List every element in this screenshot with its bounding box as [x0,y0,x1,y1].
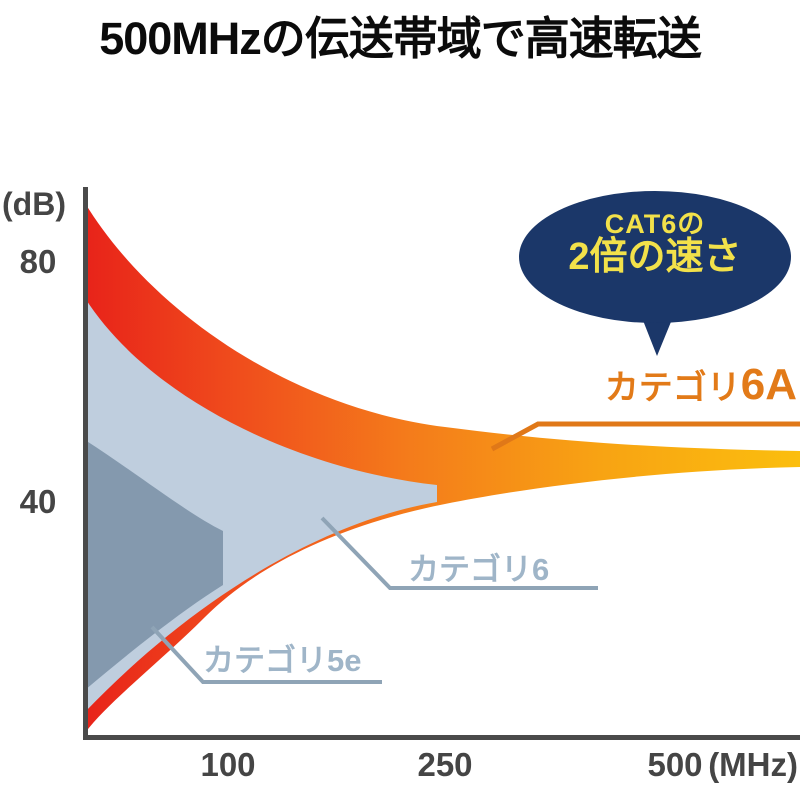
cat6a-area [85,203,800,733]
cat5e-area [85,440,223,690]
x-axis [83,735,800,740]
callout-line2: 2倍の速さ [568,236,742,279]
y-axis-unit: (dB) [2,186,66,222]
cat5e-leader-line [150,625,382,684]
cat6a-label-suffix: 6A [740,360,797,409]
x-axis-unit: (MHz) [708,746,798,783]
y-tick-40: 40 [19,483,57,520]
cat6a-label: カテゴリ6A [515,360,797,410]
callout-text: CAT6の 2倍の速さ [519,210,791,278]
x-tick-100: 100 [200,746,256,783]
cat6-leader-line [320,516,598,590]
chart-title: 500MHzの伝送帯域で高速転送 [99,13,702,64]
cat6a-leader-line [490,421,800,452]
y-axis [83,187,88,740]
cat6-label: カテゴリ6 [408,552,550,587]
y-tick-80: 80 [19,243,57,280]
callout-balloon [519,191,791,323]
cat5e-label: カテゴリ5e [203,643,362,678]
callout-line1: CAT6の [604,209,706,239]
x-tick-500: 500 [647,746,703,783]
cat6a-label-prefix: カテゴリ [604,369,741,407]
x-tick-250: 250 [417,746,473,783]
